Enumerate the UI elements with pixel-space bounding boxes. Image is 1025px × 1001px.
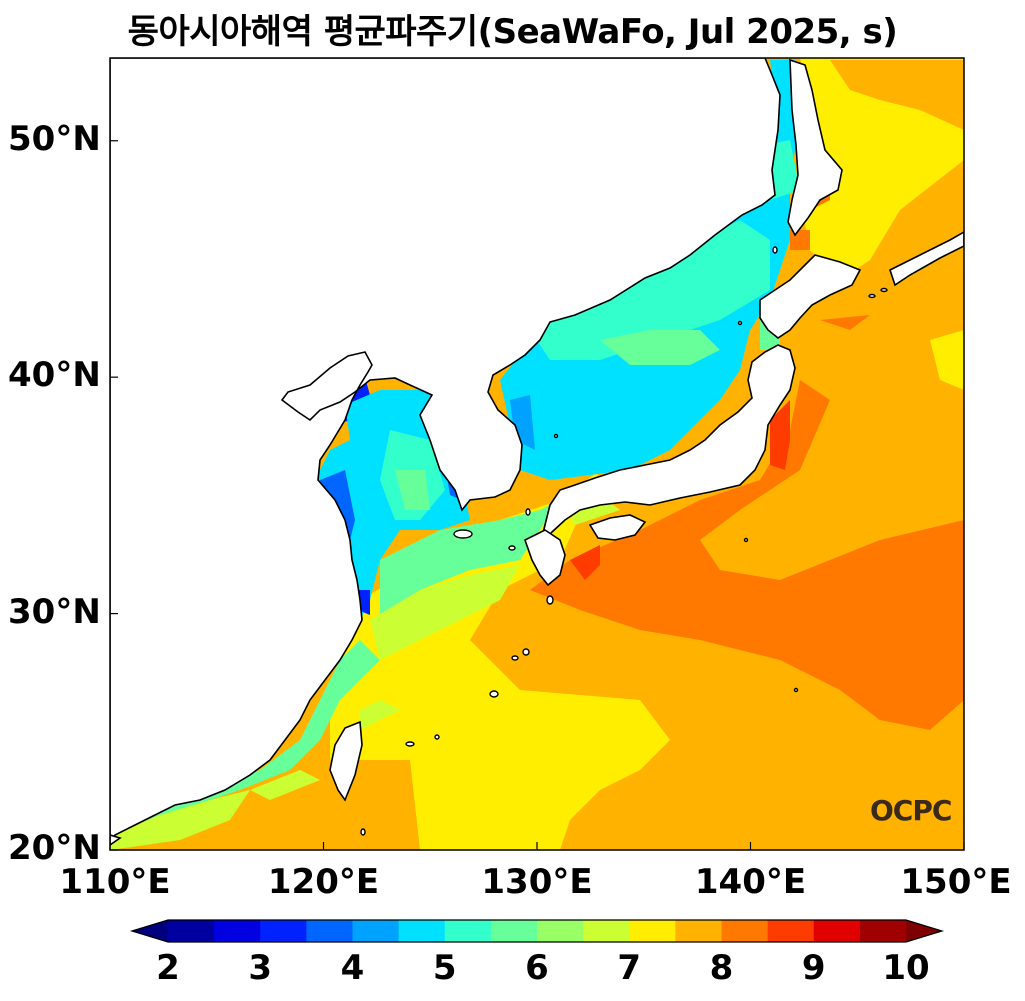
lon-tick-label: 120°E <box>267 862 380 902</box>
lat-tick-label: 50°N <box>8 118 101 159</box>
lat-tick-label: 40°N <box>8 355 101 396</box>
colorbar-segment <box>444 920 492 942</box>
colorbar-tick-label: 10 <box>882 948 930 988</box>
colorbar-segment <box>859 920 907 942</box>
colorbar-segment <box>260 920 307 942</box>
lat-tick-label: 20°N <box>8 828 101 868</box>
colorbar-segment <box>675 920 722 942</box>
colorbar-tick-label: 6 <box>525 948 549 988</box>
colorbar-segment <box>306 920 353 942</box>
lon-tick-label: 150°E <box>900 862 1012 902</box>
colorbar-segment <box>398 920 446 942</box>
colorbar-tick-label: 8 <box>709 948 734 988</box>
islands <box>360 246 888 836</box>
colorbar-over-triangle <box>906 920 942 942</box>
colorbar-tick-label: 3 <box>248 948 273 988</box>
colorbar-tick-label: 9 <box>801 948 826 988</box>
land <box>110 58 964 846</box>
lon-tick-label: 130°E <box>481 862 593 902</box>
colorbar-segment <box>168 920 215 942</box>
colorbar-outline <box>129 919 945 943</box>
lon-tick-label: 140°E <box>694 862 807 902</box>
colorbar-segment <box>537 920 584 942</box>
lon-tick-label: 110°E <box>59 862 171 902</box>
colorbar-segment <box>583 920 630 942</box>
colorbar-segment <box>490 920 538 942</box>
colorbar-segment <box>813 920 861 942</box>
colorbar-segment <box>629 920 676 942</box>
colorbar-under-triangle <box>132 920 168 942</box>
colorbar-tick-label: 4 <box>340 948 365 988</box>
colorbar-tick-label: 7 <box>617 948 642 988</box>
colorbar-segment <box>721 920 769 942</box>
map-title: 동아시아해역 평균파주기(SeaWaFo, Jul 2025, s) <box>127 12 898 52</box>
colorbar-tick-label: 2 <box>156 948 180 988</box>
colorbar-segment <box>214 920 261 942</box>
colorbar-tick-label: 5 <box>432 948 457 988</box>
axis-ticks <box>109 140 965 851</box>
ocpc-logo: OCPC <box>870 794 952 827</box>
colorbar <box>129 919 945 943</box>
lat-tick-label: 30°N <box>8 591 101 632</box>
colorbar-segment <box>352 920 400 942</box>
colorbar-segment <box>767 920 815 942</box>
